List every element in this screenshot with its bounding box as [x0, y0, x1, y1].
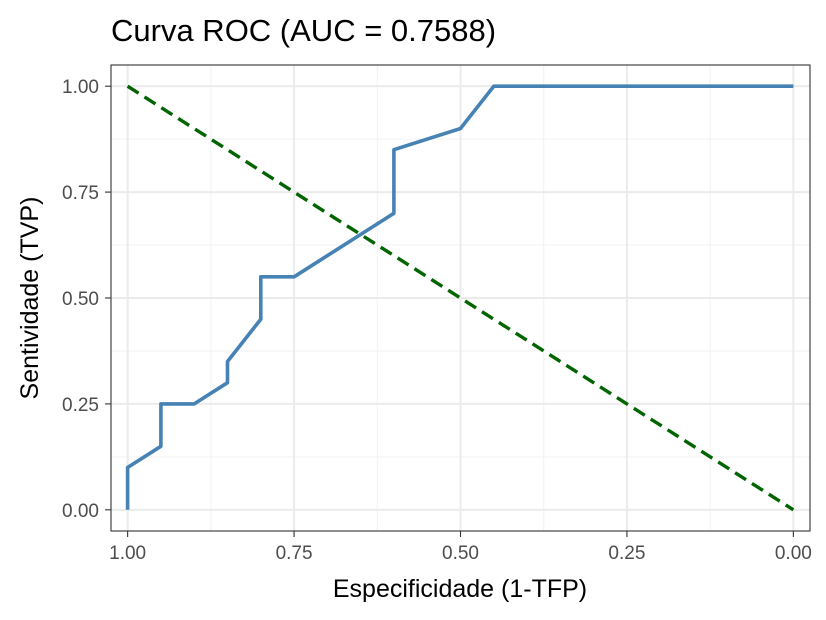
- roc-curve-line: [125, 84, 794, 510]
- chart-title: Curva ROC (AUC = 0.7588): [111, 13, 496, 48]
- series-layer: [125, 84, 795, 512]
- x-axis: 1.00 0.75 0.50 0.25 0.00: [109, 531, 812, 564]
- diagonal-reference-line: [126, 84, 795, 512]
- y-tick-label: 0.75: [62, 183, 99, 204]
- x-tick-label: 0.50: [442, 543, 479, 564]
- grid-major: [111, 65, 810, 531]
- x-tick-label: 0.75: [276, 543, 313, 564]
- y-axis-title: Sentividade (TVP): [16, 197, 44, 400]
- y-axis: 0.00 0.25 0.50 0.75 1.00: [62, 77, 111, 522]
- x-tick-label: 0.00: [775, 543, 812, 564]
- y-tick-label: 0.00: [62, 501, 99, 522]
- x-axis-title: Especificidade (1-TFP): [333, 575, 587, 603]
- y-tick-label: 1.00: [62, 77, 99, 98]
- y-tick-label: 0.25: [62, 395, 99, 416]
- y-tick-label: 0.50: [62, 289, 99, 310]
- x-tick-label: 0.25: [608, 543, 645, 564]
- x-tick-label: 1.00: [109, 543, 146, 564]
